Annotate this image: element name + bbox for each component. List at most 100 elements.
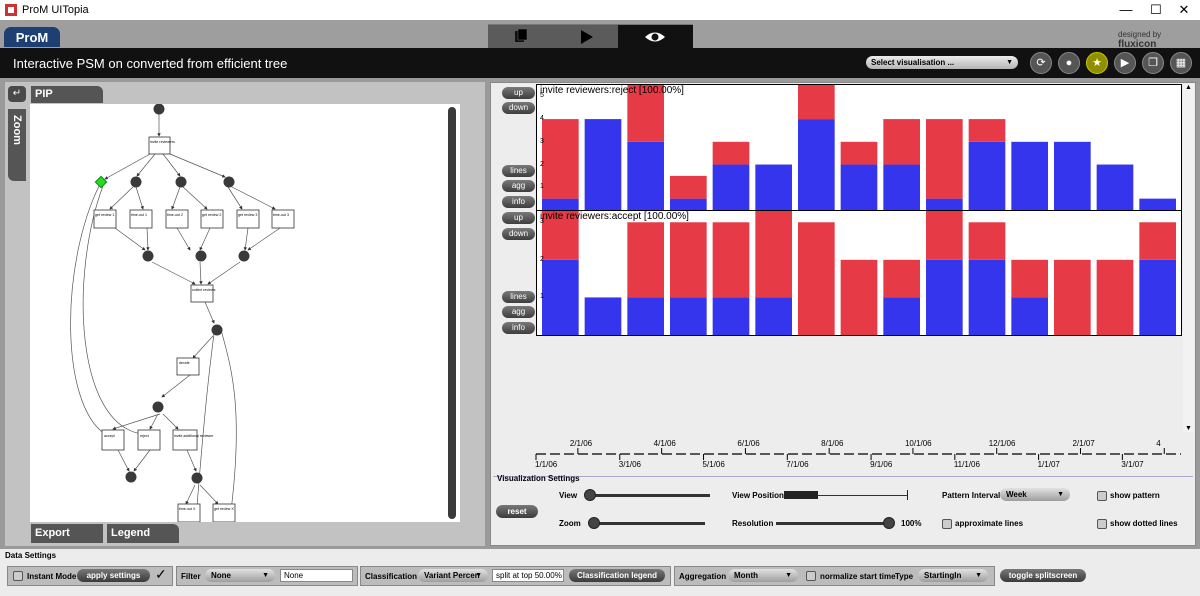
close-button[interactable]: ✕: [1178, 2, 1190, 17]
chart2-down-button[interactable]: down: [502, 228, 535, 240]
bar-blue-1: [584, 119, 622, 210]
time-axis-ruler: [535, 448, 1181, 460]
copy-button[interactable]: ❐: [1142, 52, 1164, 74]
time-axis-lower-label: 7/1/06: [786, 460, 809, 469]
tab-view[interactable]: [618, 24, 693, 49]
star-icon: ★: [1092, 57, 1102, 69]
show-dotted-lines-checkbox[interactable]: [1097, 519, 1107, 529]
label-reject: reject: [140, 434, 149, 438]
transition-reject[interactable]: [137, 429, 161, 451]
data-settings-heading: Data Settings: [5, 551, 57, 560]
bar-red-3: [670, 222, 707, 298]
drop-button[interactable]: ●: [1058, 52, 1080, 74]
chart2-lines-button[interactable]: lines: [502, 291, 535, 303]
tab-action[interactable]: [553, 24, 618, 49]
filter-text-field[interactable]: None: [280, 569, 353, 582]
zoom-tab[interactable]: Zoom: [8, 109, 26, 181]
transition-get-review-3[interactable]: [236, 209, 260, 229]
approximate-lines-checkbox[interactable]: [942, 519, 952, 529]
bar-blue-4: [712, 297, 750, 335]
transition-decide[interactable]: [176, 357, 200, 376]
reset-button[interactable]: reset: [496, 505, 538, 518]
minimize-button[interactable]: —: [1119, 2, 1133, 17]
chart-vertical-scrollbar[interactable]: ▲ ▼: [1183, 84, 1194, 432]
bar-red-2: [627, 222, 664, 298]
refresh-button[interactable]: ⟳: [1030, 52, 1052, 74]
export-tab[interactable]: Export: [31, 524, 103, 543]
place-start[interactable]: [153, 103, 165, 115]
bar-blue-3: [670, 198, 707, 210]
bar-red-4: [712, 141, 750, 165]
tab-workspace[interactable]: [488, 24, 553, 49]
view-position-range[interactable]: [784, 491, 818, 499]
show-pattern-label: show pattern: [1110, 491, 1160, 500]
classification-select[interactable]: Variant Percen ▼: [418, 569, 488, 582]
transition-time-out-1[interactable]: [129, 209, 153, 229]
maximize-button[interactable]: ☐: [1150, 2, 1162, 17]
approximate-lines-label: approximate lines: [955, 519, 1024, 528]
apply-settings-button[interactable]: apply settings: [77, 569, 150, 582]
transition-collect-reviews[interactable]: [190, 284, 214, 303]
bar-blue-9: [926, 259, 963, 335]
aggregation-select[interactable]: Month ▼: [728, 569, 798, 582]
reject-chart[interactable]: invite reviewers:reject [100.00%] 5 4 3 2 1: [536, 84, 1182, 211]
chart1-up-button[interactable]: up: [502, 87, 535, 99]
place-marked[interactable]: [94, 175, 108, 189]
pattern-interval-select[interactable]: Week ▼: [1000, 488, 1070, 501]
transition-time-out-2[interactable]: [165, 209, 189, 229]
normalize-start-time-checkbox[interactable]: [806, 571, 816, 581]
zoom-slider-knob[interactable]: [588, 517, 600, 529]
toggle-splitscreen-button[interactable]: toggle splitscreen: [1000, 569, 1086, 582]
instant-mode-label: Instant Mode: [27, 572, 77, 581]
view-slider-knob[interactable]: [584, 489, 596, 501]
legend-tab[interactable]: Legend: [107, 524, 179, 543]
transition-time-out-3[interactable]: [271, 209, 295, 229]
resolution-slider-track[interactable]: [776, 522, 889, 525]
scroll-down-icon[interactable]: ▼: [1185, 425, 1192, 432]
bar-blue-4: [712, 164, 750, 210]
time-axis-lower-label: 9/1/06: [870, 460, 893, 469]
process-model-canvas[interactable]: invite reviewers get review 1 time-out 1…: [30, 103, 460, 523]
y-tick-label: 1: [540, 293, 544, 301]
scroll-up-icon[interactable]: ▲: [1185, 84, 1192, 91]
pip-tab[interactable]: PIP: [31, 86, 103, 103]
time-axis-upper-label: 2/1/07: [1072, 439, 1095, 448]
bar-red-9: [926, 119, 963, 199]
transition-invite-reviewers[interactable]: [148, 136, 171, 155]
run-button[interactable]: ▶: [1114, 52, 1136, 74]
accept-chart[interactable]: invite reviewers:accept [100.00%] 3 2 1: [536, 210, 1182, 336]
label-time-out-x: time-out X: [179, 507, 196, 511]
accept-chart-bars: [542, 211, 1176, 335]
back-button[interactable]: ↵: [8, 86, 26, 102]
classification-legend-button[interactable]: Classification legend: [569, 569, 665, 582]
show-pattern-checkbox[interactable]: [1097, 491, 1107, 501]
bar-blue-8: [883, 164, 920, 210]
time-axis-lower-label: 11/1/06: [953, 460, 980, 469]
transition-get-review-1[interactable]: [93, 209, 117, 229]
filter-select[interactable]: None ▼: [205, 569, 275, 582]
transition-invite-additional-reviewer[interactable]: [172, 429, 198, 451]
resolution-slider-knob[interactable]: [883, 517, 895, 529]
zoom-slider-track[interactable]: [590, 522, 705, 525]
chart2-up-button[interactable]: up: [502, 212, 535, 224]
time-axis-lower-label: 1/1/07: [1037, 460, 1060, 469]
transition-accept[interactable]: [101, 429, 125, 451]
chart2-agg-button[interactable]: agg: [502, 306, 535, 318]
transition-get-review-2[interactable]: [200, 209, 224, 229]
zoom-label: Zoom: [559, 519, 581, 528]
chart2-info-button[interactable]: info: [502, 322, 535, 334]
view-position-track[interactable]: [784, 495, 908, 496]
chart1-info-button[interactable]: info: [502, 196, 535, 208]
chart1-lines-button[interactable]: lines: [502, 165, 535, 177]
split-text-field[interactable]: split at top 50.00%: [492, 569, 564, 582]
instant-mode-checkbox[interactable]: [13, 571, 23, 581]
visualisation-select[interactable]: Select visualisation ... ▼: [866, 56, 1018, 69]
type-select[interactable]: StartingIn ▼: [918, 569, 988, 582]
grid-button[interactable]: ▦: [1170, 52, 1192, 74]
chart1-down-button[interactable]: down: [502, 102, 535, 114]
view-slider-track[interactable]: [588, 494, 710, 497]
canvas-scrollbar[interactable]: [448, 107, 456, 519]
label-time-out-1: time-out 1: [131, 213, 147, 217]
favorite-button[interactable]: ★: [1086, 52, 1108, 74]
chart1-agg-button[interactable]: agg: [502, 180, 535, 192]
